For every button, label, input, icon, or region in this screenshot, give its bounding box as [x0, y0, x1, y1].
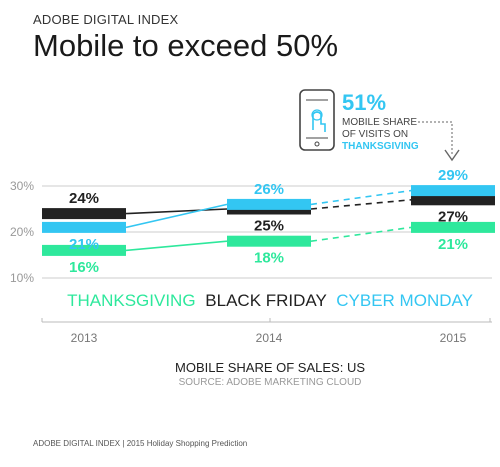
footer-org: ADOBE DIGITAL INDEX [33, 439, 121, 448]
legend-cyber-monday: CYBER MONDAY [336, 291, 473, 310]
chart-title: Mobile to exceed 50% [33, 28, 339, 63]
data-label-thanksgiving-2015: 21% [438, 236, 468, 253]
callout-line-2: OF VISITS ON [342, 129, 408, 140]
series-markers [42, 185, 495, 256]
callout-connector [418, 121, 453, 156]
mobile-phone-touch-icon [299, 89, 335, 151]
legend-thanksgiving: THANKSGIVING [67, 291, 195, 310]
legend-black-friday: BLACK FRIDAY [205, 291, 326, 310]
x-tick-label-2014: 2014 [256, 331, 283, 345]
footer-note: 2015 Holiday Shopping Prediction [126, 439, 248, 448]
line-black_friday-0 [125, 208, 228, 215]
legend: THANKSGIVING BLACK FRIDAY CYBER MONDAY [67, 291, 473, 310]
marker-cyber_monday-2015 [411, 185, 495, 197]
data-label-black_friday-2015: 27% [438, 208, 468, 225]
footer-separator: | [122, 439, 125, 448]
line-thanksgiving-0 [125, 240, 228, 252]
data-label-cyber_monday-2014: 26% [254, 181, 284, 198]
callout-value: 51% [342, 90, 386, 115]
data-label-black_friday-2014: 25% [254, 218, 284, 235]
data-label-cyber_monday-2015: 29% [438, 167, 468, 184]
x-tick-label-2013: 2013 [71, 331, 98, 345]
line-cyber_monday-0 [125, 203, 228, 229]
y-tick-label-10: 10% [10, 271, 34, 285]
marker-black_friday-2013 [42, 208, 126, 220]
callout-line-3: THANKSGIVING [342, 141, 419, 152]
chart: 30% 20% 10% 2013 2014 2015 16% 18% 21% 24% 2… [10, 89, 495, 388]
line-black_friday-1 [310, 199, 412, 210]
callout-arrow-icon [444, 149, 460, 162]
marker-thanksgiving-2015 [411, 221, 495, 233]
callout: 51% MOBILE SHARE OF VISITS ON THANKSGIVI… [299, 89, 460, 162]
marker-thanksgiving-2013 [42, 244, 126, 256]
series-lines [125, 189, 412, 252]
x-axis-label: MOBILE SHARE OF SALES: US [175, 360, 365, 375]
data-label-cyber_monday-2013: 21% [69, 236, 99, 253]
marker-cyber_monday-2014 [227, 198, 311, 210]
callout-line-1: MOBILE SHARE [342, 117, 417, 128]
data-labels: 16% 18% 21% 24% 25% 27% 21% 26% 29% [69, 167, 468, 276]
marker-cyber_monday-2013 [42, 221, 126, 233]
data-label-thanksgiving-2013: 16% [69, 259, 99, 276]
chart-source: SOURCE: ADOBE MARKETING CLOUD [179, 377, 362, 388]
marker-black_friday-2015 [411, 194, 495, 206]
chart-eyebrow: ADOBE DIGITAL INDEX [33, 12, 179, 27]
data-label-black_friday-2013: 24% [69, 190, 99, 207]
x-tick-label-2015: 2015 [440, 331, 467, 345]
y-tick-label-20: 20% [10, 225, 34, 239]
data-label-thanksgiving-2014: 18% [254, 250, 284, 267]
line-cyber_monday-1 [310, 189, 412, 206]
y-tick-label-30: 30% [10, 179, 34, 193]
line-thanksgiving-1 [310, 226, 412, 242]
footer: ADOBE DIGITAL INDEX | 2015 Holiday Shopp… [33, 439, 247, 448]
marker-thanksgiving-2014 [227, 235, 311, 247]
